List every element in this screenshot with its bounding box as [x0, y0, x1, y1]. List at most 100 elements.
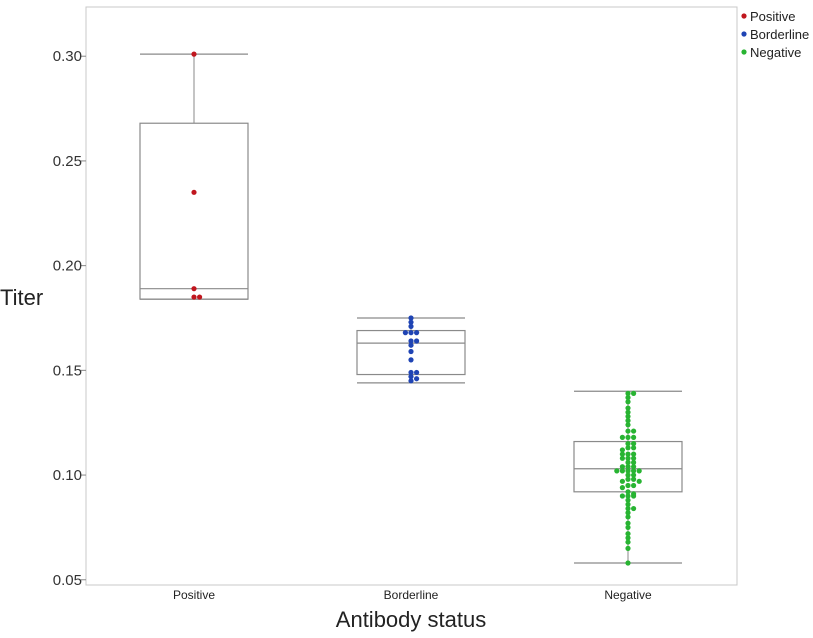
x-tick-label: Positive — [173, 588, 215, 602]
data-point — [625, 489, 631, 495]
x-tick-label: Borderline — [384, 588, 439, 602]
data-point — [625, 399, 631, 405]
y-tick-label: 0.15 — [53, 362, 82, 379]
data-point — [414, 330, 420, 336]
data-point — [631, 459, 637, 466]
data-point — [625, 482, 631, 489]
data-point — [625, 505, 631, 512]
data-point — [625, 472, 631, 478]
data-point — [408, 357, 414, 363]
data-point — [625, 390, 631, 396]
legend-label: Positive — [750, 9, 796, 24]
data-point — [191, 51, 197, 57]
data-point — [625, 413, 631, 420]
data-point — [625, 476, 631, 482]
data-point — [625, 493, 631, 499]
data-point — [631, 455, 637, 461]
box-iqr — [139, 122, 249, 300]
y-tick-label: 0.10 — [53, 467, 82, 484]
data-point — [197, 294, 203, 300]
data-point — [631, 482, 637, 489]
data-point — [631, 390, 637, 396]
data-point — [408, 342, 414, 348]
data-point — [625, 422, 631, 428]
data-point — [414, 338, 420, 344]
data-point — [191, 189, 197, 195]
data-point — [408, 338, 414, 344]
data-point — [414, 376, 420, 382]
data-point — [625, 459, 631, 466]
data-point — [625, 451, 631, 457]
data-point — [625, 520, 631, 526]
legend-label: Borderline — [750, 27, 809, 42]
data-point — [625, 531, 631, 537]
data-point — [625, 394, 631, 401]
y-tick-label: 0.30 — [53, 48, 82, 65]
data-point — [631, 451, 637, 457]
data-point — [625, 501, 631, 507]
data-point — [619, 493, 626, 499]
data-point — [625, 468, 631, 474]
x-axis-title: Antibody status — [336, 607, 486, 632]
y-tick-label: 0.25 — [53, 153, 82, 170]
data-point — [631, 468, 637, 474]
data-point — [631, 472, 637, 478]
data-point — [625, 545, 631, 551]
data-point — [625, 539, 631, 545]
data-point — [619, 455, 626, 461]
legend-label: Negative — [750, 45, 801, 60]
data-point — [625, 514, 631, 520]
data-point — [625, 418, 631, 424]
data-point — [625, 455, 631, 461]
data-point — [408, 330, 414, 336]
data-point — [619, 464, 626, 470]
data-point — [619, 434, 626, 440]
data-point — [631, 493, 637, 499]
legend-marker — [741, 31, 747, 37]
data-point — [631, 441, 637, 447]
data-point — [614, 468, 620, 474]
legend-marker — [741, 13, 747, 19]
x-tick-label: Negative — [604, 588, 652, 602]
data-point — [625, 405, 631, 411]
data-point — [408, 378, 414, 384]
data-point — [636, 468, 642, 474]
data-point — [408, 348, 414, 355]
data-point — [625, 434, 631, 440]
data-point — [625, 441, 631, 447]
data-point — [631, 505, 637, 512]
data-point — [625, 445, 631, 451]
y-tick-label: 0.05 — [53, 572, 82, 589]
data-point — [631, 476, 637, 482]
data-point — [408, 319, 414, 325]
data-point — [631, 428, 637, 434]
data-point — [625, 560, 631, 566]
data-point — [191, 286, 197, 292]
data-point — [408, 374, 414, 380]
data-point — [631, 445, 637, 451]
data-point — [619, 485, 626, 491]
y-tick-label: 0.20 — [53, 258, 82, 275]
data-point — [619, 478, 626, 484]
data-point — [631, 434, 637, 440]
data-point — [191, 294, 197, 300]
data-point — [625, 428, 631, 434]
data-point — [408, 369, 414, 376]
data-point — [625, 535, 631, 541]
data-point — [625, 409, 631, 415]
data-point — [625, 510, 631, 516]
data-point — [636, 478, 642, 484]
data-point — [408, 323, 414, 329]
data-point — [625, 464, 631, 470]
data-point — [619, 447, 626, 453]
plot-frame — [85, 6, 738, 586]
data-point — [619, 468, 626, 474]
data-point — [414, 369, 420, 376]
data-point — [625, 524, 631, 531]
y-axis-title: Titer — [0, 285, 43, 310]
legend-marker — [741, 49, 747, 55]
data-point — [619, 451, 626, 457]
data-point — [631, 464, 637, 470]
